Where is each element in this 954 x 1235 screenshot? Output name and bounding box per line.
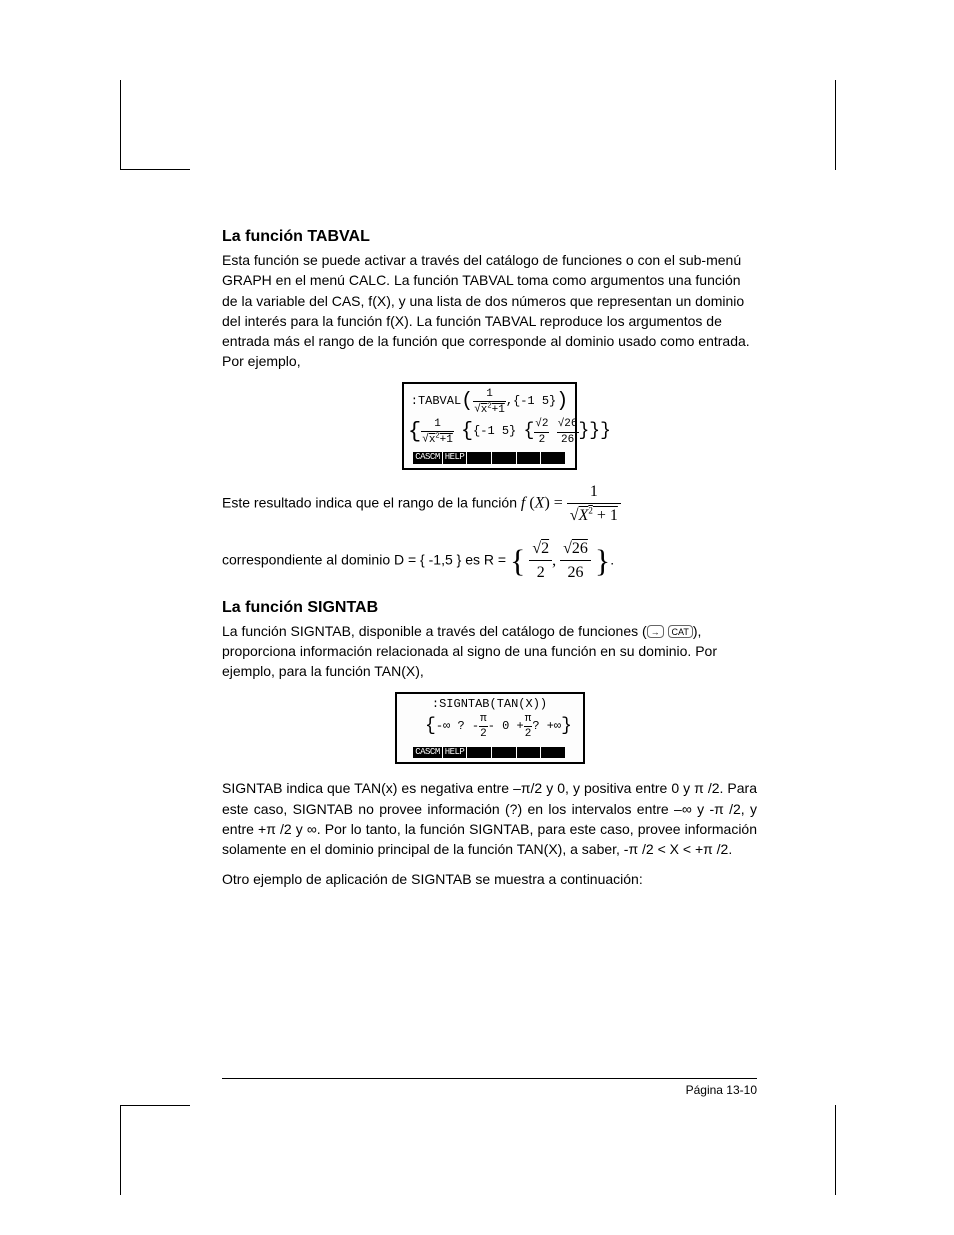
signtab-para-1: La función SIGNTAB, disponible a través … (222, 621, 757, 682)
crop-mark-bottom-left (120, 1105, 190, 1195)
tabval-para2-text: Este resultado indica que el rango de la… (222, 494, 521, 510)
calc-screenshot-tabval: :TABVAL(1√x2+1,{-1 5}) {1√x2+1 {{-1 5} {… (222, 382, 757, 470)
calc-arg-list: {-1 5} (513, 394, 556, 410)
key-shift-right-icon: → (647, 625, 664, 638)
calc-frac1-den: 2 (534, 433, 549, 447)
page-content: La función TABVAL Esta función se puede … (222, 228, 757, 900)
calc2-line1: :SIGNTAB(TAN(X)) (401, 697, 579, 713)
tabval-para-2: Este resultado indica que el rango de la… (222, 480, 757, 527)
calc-frac1-num: √2 (534, 417, 549, 432)
calc-frac2-num: √26 (557, 417, 579, 432)
tabval-para-3: correspondiente al dominio D = { -1,5 } … (222, 537, 757, 584)
crop-mark-top-right (816, 80, 836, 170)
heading-signtab: La función SIGNTAB (222, 599, 757, 617)
page-footer: Página 13-10 (222, 1078, 757, 1097)
crop-mark-bottom-right (816, 1105, 836, 1195)
calc-cmd: :TABVAL (411, 394, 461, 410)
tabval-para3-text: correspondiente al dominio D = { -1,5 } … (222, 552, 510, 568)
signtab-para1-a: La función SIGNTAB, disponible a través … (222, 623, 647, 639)
signtab-para-3: Otro ejemplo de aplicación de SIGNTAB se… (222, 869, 757, 889)
calc-menu-help: HELP (443, 452, 467, 464)
key-cat-icon: CAT (668, 625, 693, 638)
calc-result-domain: {-1 5} (473, 424, 516, 440)
math-range-set: { √22, √2626 } (510, 537, 610, 584)
calc-menu-cascm: CASCM (413, 452, 442, 464)
heading-tabval: La función TABVAL (222, 228, 757, 246)
calc-frac2-den: 26 (557, 433, 579, 447)
math-fx: f (X) = 1√X2 + 1 (521, 480, 621, 527)
calc2-menu-help: HELP (443, 747, 467, 759)
tabval-para-1: Esta función se puede activar a través d… (222, 250, 757, 372)
calc2-menu-cascm: CASCM (413, 747, 442, 759)
signtab-para-2: SIGNTAB indica que TAN(x) es negativa en… (222, 778, 757, 859)
calc2-line2: {-∞ ? -π2 - 0 + π2 ? +∞} (401, 712, 579, 742)
tabval-para3-period: . (610, 552, 614, 568)
crop-mark-top-left (120, 80, 190, 170)
page-number: Página 13-10 (686, 1083, 757, 1097)
calc-screenshot-signtab: :SIGNTAB(TAN(X)) {-∞ ? -π2 - 0 + π2 ? +∞… (222, 692, 757, 765)
